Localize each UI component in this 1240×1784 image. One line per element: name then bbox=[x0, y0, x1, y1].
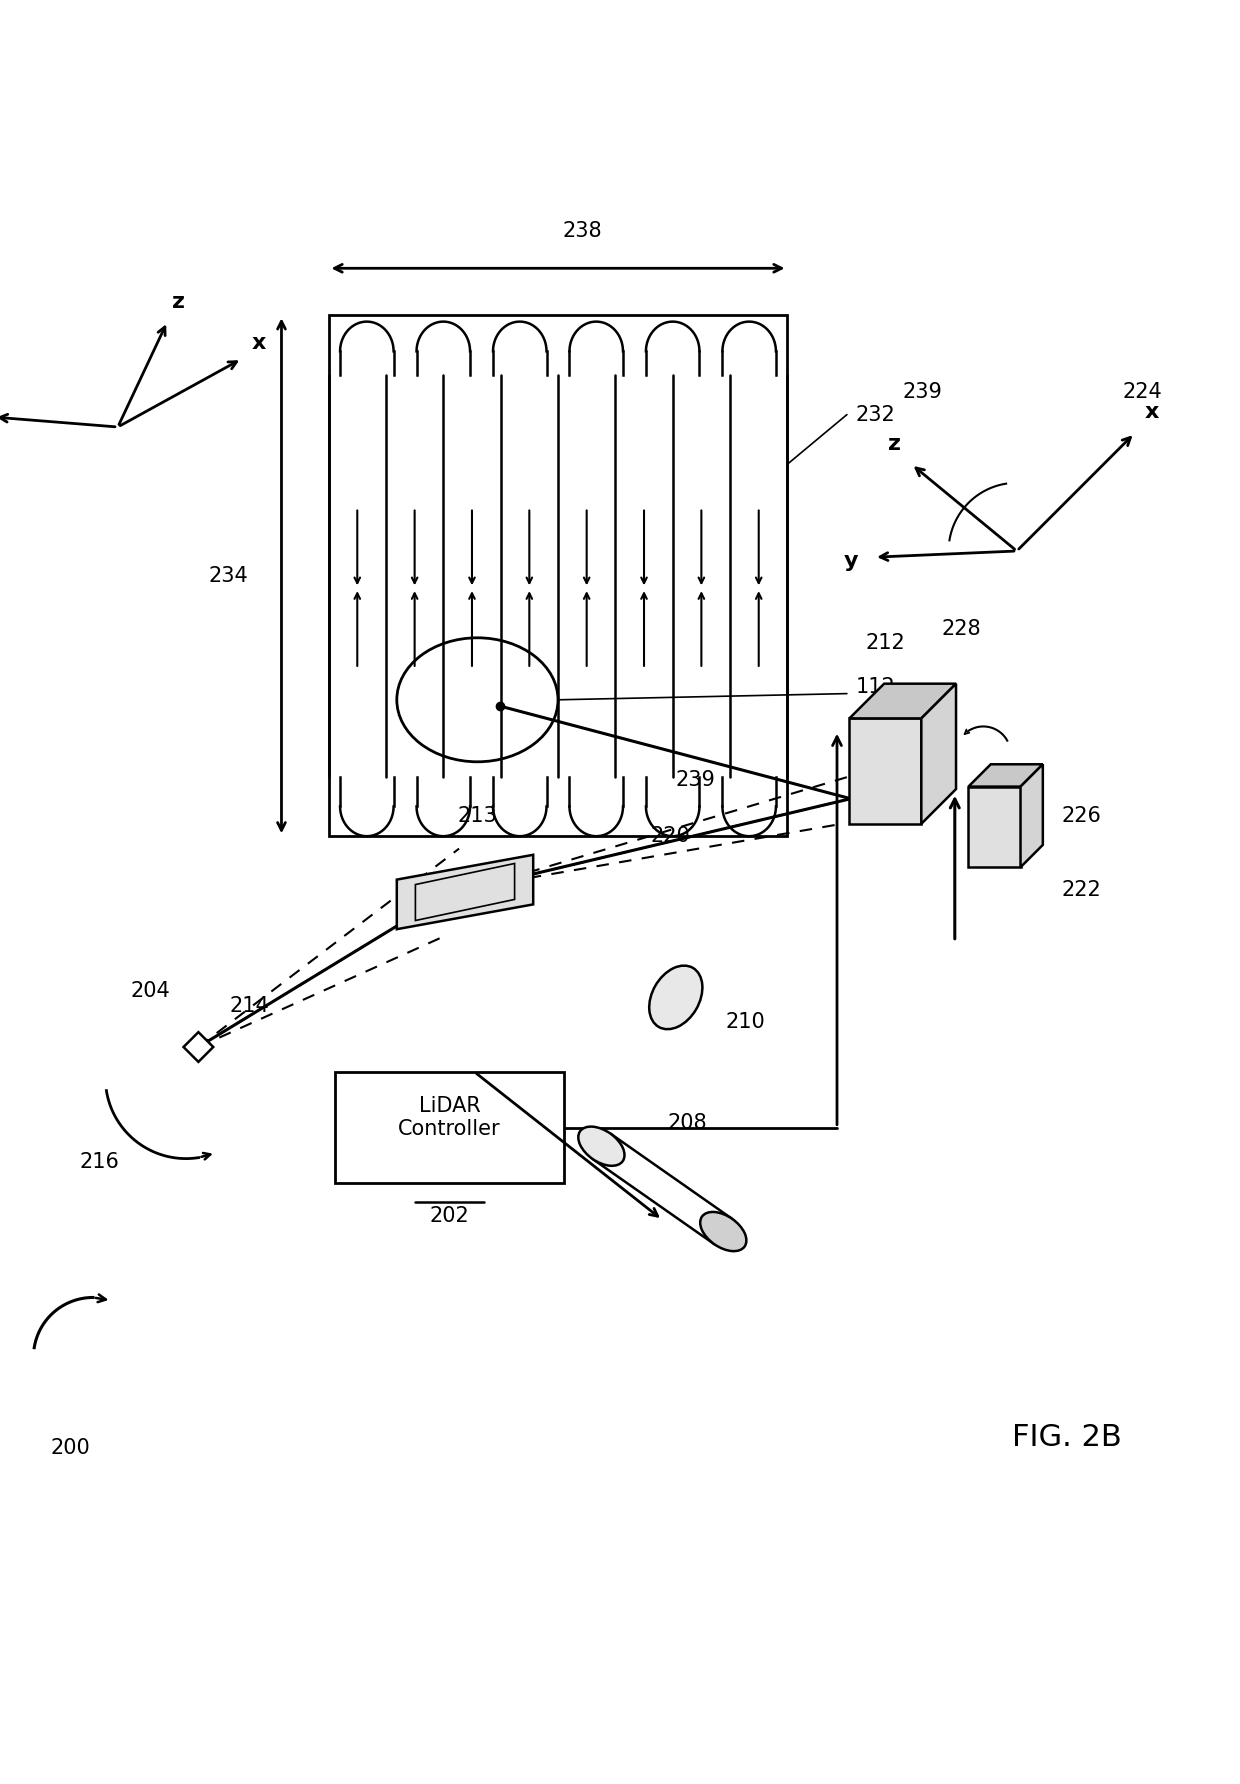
Text: z: z bbox=[889, 434, 901, 455]
Text: 208: 208 bbox=[667, 1113, 707, 1133]
Text: 214: 214 bbox=[229, 995, 269, 1017]
Text: x: x bbox=[252, 332, 267, 353]
Ellipse shape bbox=[650, 965, 702, 1029]
Text: y: y bbox=[843, 551, 858, 571]
Polygon shape bbox=[921, 683, 956, 824]
Text: 239: 239 bbox=[676, 771, 715, 790]
Text: 220: 220 bbox=[651, 826, 691, 846]
Polygon shape bbox=[184, 1033, 213, 1061]
Text: 222: 222 bbox=[1061, 880, 1101, 899]
Text: z: z bbox=[172, 291, 185, 312]
Text: 213: 213 bbox=[458, 806, 497, 826]
Text: 232: 232 bbox=[856, 405, 895, 425]
Text: 112: 112 bbox=[856, 678, 895, 698]
Ellipse shape bbox=[701, 1211, 746, 1251]
Polygon shape bbox=[849, 683, 956, 719]
Text: 228: 228 bbox=[941, 619, 981, 639]
Polygon shape bbox=[397, 855, 533, 929]
Text: 202: 202 bbox=[429, 1206, 470, 1226]
Text: 210: 210 bbox=[725, 1012, 765, 1033]
Text: 204: 204 bbox=[130, 981, 170, 1001]
Text: 200: 200 bbox=[51, 1438, 91, 1458]
Text: x: x bbox=[1145, 401, 1159, 423]
Text: 224: 224 bbox=[1122, 382, 1162, 401]
Text: LiDAR
Controller: LiDAR Controller bbox=[398, 1095, 501, 1140]
Polygon shape bbox=[968, 764, 1043, 787]
Text: 226: 226 bbox=[1061, 806, 1101, 826]
Text: FIG. 2B: FIG. 2B bbox=[1012, 1424, 1121, 1452]
Text: 216: 216 bbox=[79, 1152, 119, 1172]
Polygon shape bbox=[1021, 764, 1043, 867]
Text: 238: 238 bbox=[563, 221, 603, 241]
Text: 234: 234 bbox=[208, 566, 248, 585]
Polygon shape bbox=[968, 787, 1021, 867]
Bar bbox=[335, 1072, 564, 1183]
Ellipse shape bbox=[578, 1127, 625, 1165]
Text: 239: 239 bbox=[903, 382, 942, 401]
Bar bbox=[329, 316, 787, 837]
Polygon shape bbox=[849, 719, 921, 824]
Text: 212: 212 bbox=[866, 633, 905, 653]
